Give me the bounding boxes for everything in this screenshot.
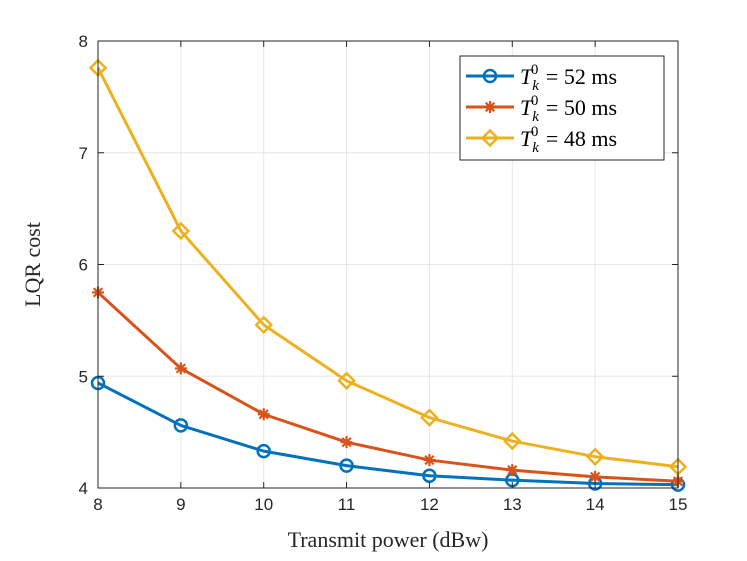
data-point (506, 464, 519, 477)
x-tick-label: 14 (586, 495, 605, 514)
data-point (174, 362, 187, 375)
data-point (589, 470, 602, 483)
legend-label: Tk0 = 52 ms (520, 62, 617, 94)
x-axis-title: Transmit power (dBw) (288, 527, 489, 552)
legend-item: Tk0 = 52 ms (466, 62, 617, 94)
legend-item: Tk0 = 50 ms (466, 93, 617, 125)
y-tick-label: 6 (79, 256, 88, 275)
legend-marker (482, 68, 498, 84)
y-tick-label: 5 (79, 367, 88, 386)
x-tick-label: 12 (420, 495, 439, 514)
y-tick-label: 4 (79, 479, 88, 498)
data-point (340, 436, 353, 449)
data-point (257, 408, 270, 421)
data-point (339, 458, 354, 473)
data-point (171, 221, 191, 241)
data-point (423, 454, 436, 467)
legend-label: Tk0 = 48 ms (520, 124, 617, 156)
data-point (173, 418, 189, 433)
legend-label: Tk0 = 50 ms (520, 93, 617, 125)
y-tick-label: 8 (79, 32, 88, 51)
x-tick-label: 11 (338, 495, 356, 514)
y-tick-label: 7 (79, 144, 88, 163)
legend-marker (484, 101, 496, 113)
data-point (254, 315, 273, 335)
series-line (96, 67, 679, 469)
data-point (585, 447, 605, 466)
data-point (420, 408, 439, 427)
data-point (503, 431, 522, 451)
x-tick-label: 8 (93, 495, 102, 514)
y-axis-title: LQR cost (20, 222, 45, 307)
x-tick-label: 15 (669, 495, 688, 514)
axis-ticks: 8 9 10 11 12 13 14 15 4 5 6 7 8 (79, 32, 688, 514)
series-line (96, 291, 679, 483)
legend-item: Tk0 = 48 ms (466, 124, 617, 156)
x-tick-label: 10 (254, 495, 273, 514)
legend-marker (480, 128, 500, 148)
x-tick-label: 13 (503, 495, 522, 514)
series-line (97, 381, 679, 487)
data-point (256, 443, 271, 459)
data-point (422, 468, 437, 483)
x-tick-label: 9 (176, 495, 185, 514)
data-point (337, 371, 356, 390)
